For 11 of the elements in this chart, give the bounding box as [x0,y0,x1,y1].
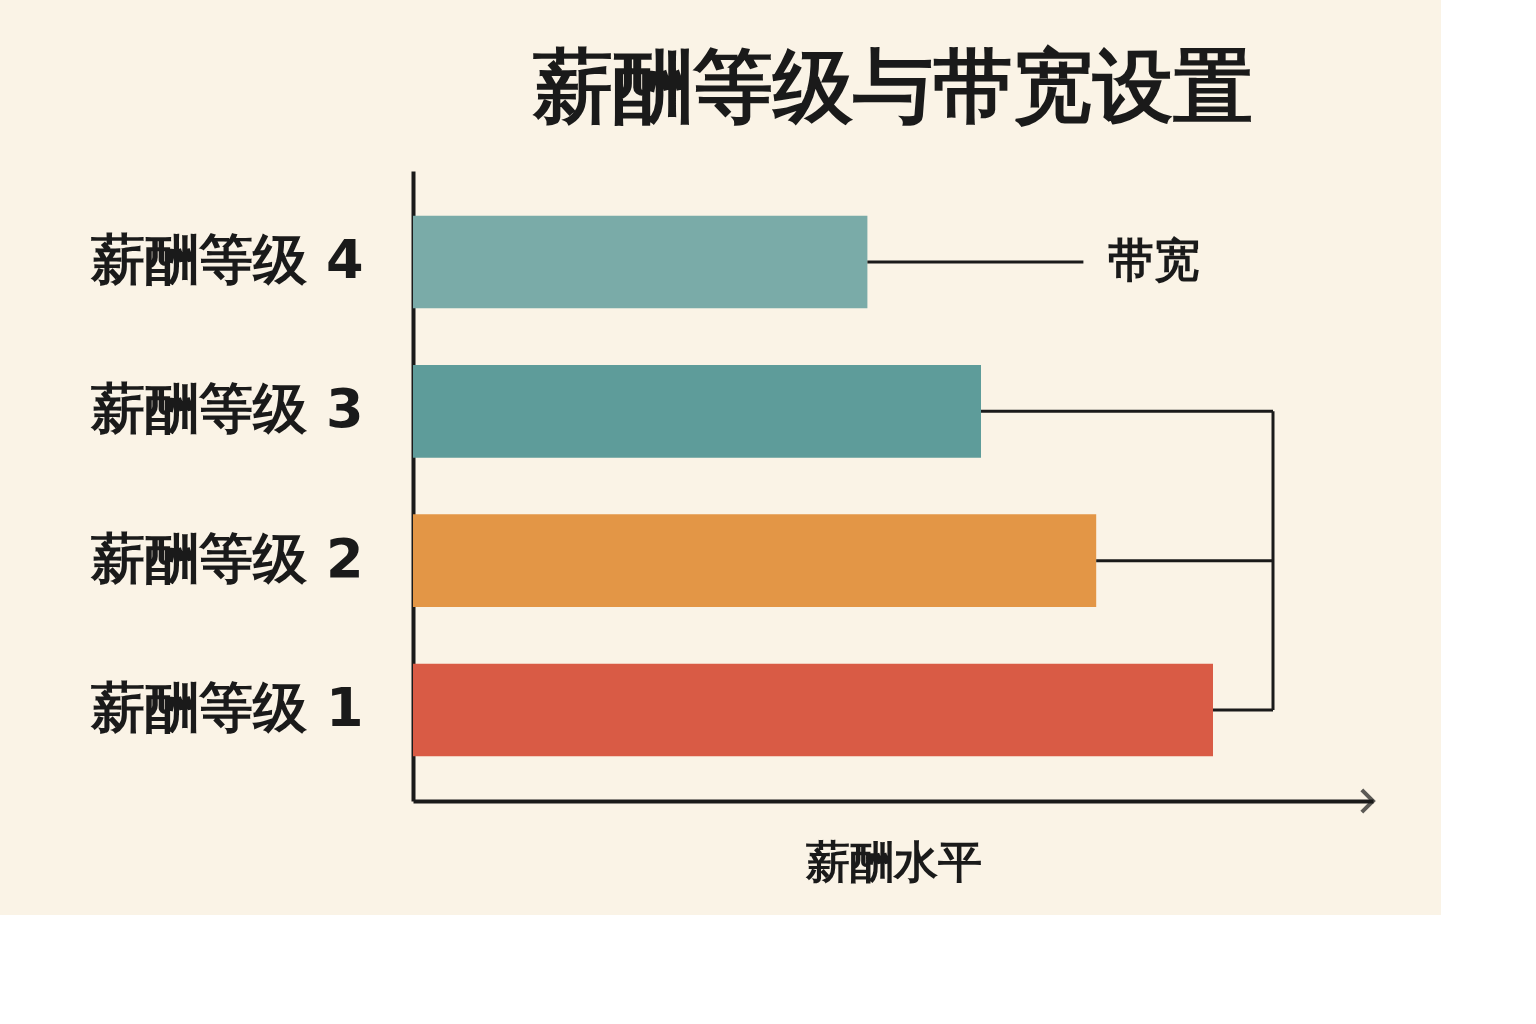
bar [413,365,981,458]
bar [413,514,1097,607]
y-tick-label: 薪酬等级 3 [90,377,364,441]
chart-title: 薪酬等级与带宽设置 [532,40,1253,133]
x-axis-title: 薪酬水平 [804,835,982,887]
bar [413,663,1213,757]
annotation: 带宽 [1108,233,1201,288]
y-tick-label: 薪酬等级 4 [90,228,364,292]
y-tick-label: 薪酬等级 2 [90,526,364,590]
bar [413,215,868,309]
y-tick-label: 薪酬等级 1 [90,675,364,739]
